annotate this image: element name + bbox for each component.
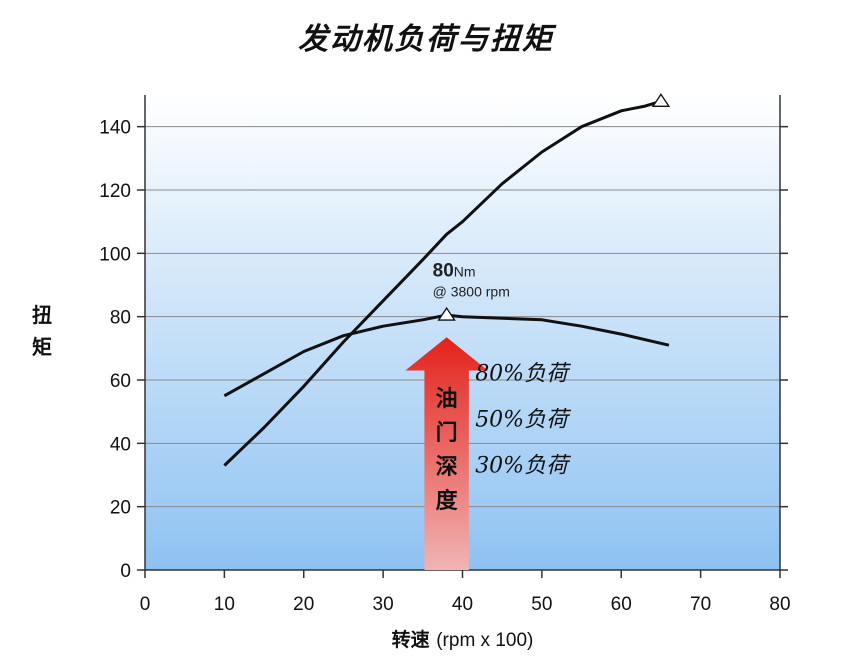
throttle-arrow — [405, 337, 488, 570]
axes — [137, 95, 788, 578]
y-tick-label: 40 — [110, 434, 131, 455]
y-tick-label: 60 — [110, 371, 131, 392]
arrow-label-char: 油 — [436, 387, 458, 412]
y-axis-label-char: 扭 — [32, 303, 52, 327]
x-tick-label: 40 — [452, 594, 473, 615]
peak-marker-2 — [437, 306, 456, 321]
x-tick-label: 70 — [690, 594, 711, 615]
series-line-1 — [223, 99, 662, 467]
arrow-label-char: 门 — [436, 420, 458, 446]
y-axis-label-char: 矩 — [32, 335, 52, 359]
arrow-label-char: 度 — [436, 488, 459, 514]
load-label: 80%负荷 — [475, 362, 571, 387]
arrow-label-char: 深 — [436, 455, 458, 480]
y-tick-label: 140 — [99, 118, 131, 139]
chart-title: 发动机负荷与扭矩 — [298, 22, 554, 57]
annotation-rpm: @ 3800 rpm — [433, 284, 510, 300]
x-tick-label: 30 — [373, 594, 394, 615]
x-tick-label: 60 — [611, 594, 632, 615]
x-tick-label: 50 — [531, 594, 552, 615]
y-tick-label: 100 — [99, 244, 131, 265]
peak-marker-1 — [651, 93, 671, 107]
load-label: 50%负荷 — [475, 408, 571, 433]
y-tick-label: 120 — [99, 181, 131, 202]
x-tick-label: 20 — [293, 594, 314, 615]
throttle-arrow-shape — [405, 337, 488, 570]
x-tick-label: 10 — [214, 594, 235, 615]
annotation-value: 80Nm — [433, 261, 476, 282]
series-lines — [223, 93, 671, 467]
x-axis-label: 转速 (rpm x 100) — [392, 628, 534, 651]
y-tick-label: 20 — [110, 498, 131, 519]
x-tick-label: 0 — [140, 594, 151, 615]
y-tick-label: 0 — [120, 561, 131, 582]
y-tick-label: 80 — [110, 308, 131, 329]
load-label: 30%负荷 — [475, 454, 571, 479]
x-tick-label: 80 — [769, 594, 790, 615]
